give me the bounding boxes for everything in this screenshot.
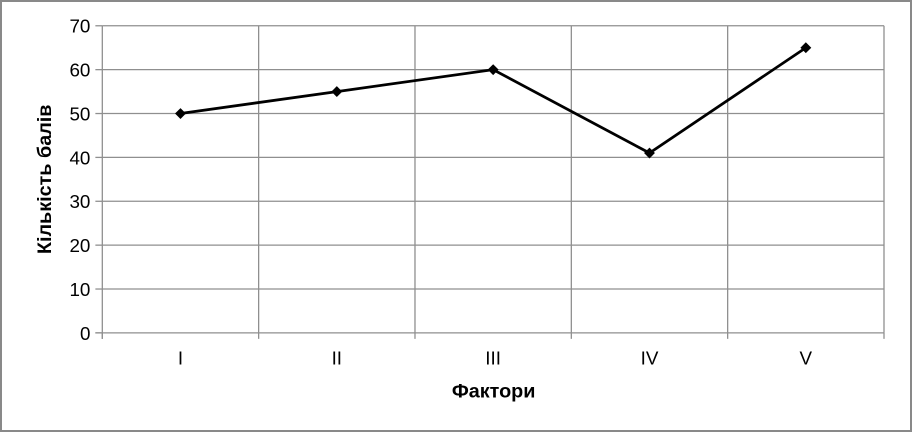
y-tick-label: 0 bbox=[80, 323, 90, 344]
axes-group bbox=[95, 25, 885, 339]
y-tick-label: 40 bbox=[69, 147, 90, 168]
data-point-marker bbox=[331, 86, 343, 98]
series-group bbox=[175, 42, 812, 159]
y-tick-label: 10 bbox=[69, 279, 90, 300]
category-label: III bbox=[485, 348, 501, 369]
y-tick-label: 30 bbox=[69, 191, 90, 212]
category-label: I bbox=[178, 348, 183, 369]
series-line bbox=[180, 46, 807, 155]
category-label: IV bbox=[641, 348, 659, 369]
y-tick-label: 20 bbox=[69, 235, 90, 256]
y-tick-label: 60 bbox=[69, 60, 90, 81]
data-point-marker bbox=[175, 108, 186, 119]
category-label: II bbox=[332, 348, 342, 369]
data-point-marker bbox=[800, 42, 812, 54]
data-point-marker bbox=[487, 64, 499, 76]
x-axis-title: Фактори bbox=[452, 380, 536, 402]
y-axis-title: Кількість балів bbox=[34, 105, 56, 255]
category-label: V bbox=[800, 348, 813, 369]
y-tick-label: 70 bbox=[69, 16, 90, 37]
y-tick-label: 50 bbox=[69, 103, 90, 124]
